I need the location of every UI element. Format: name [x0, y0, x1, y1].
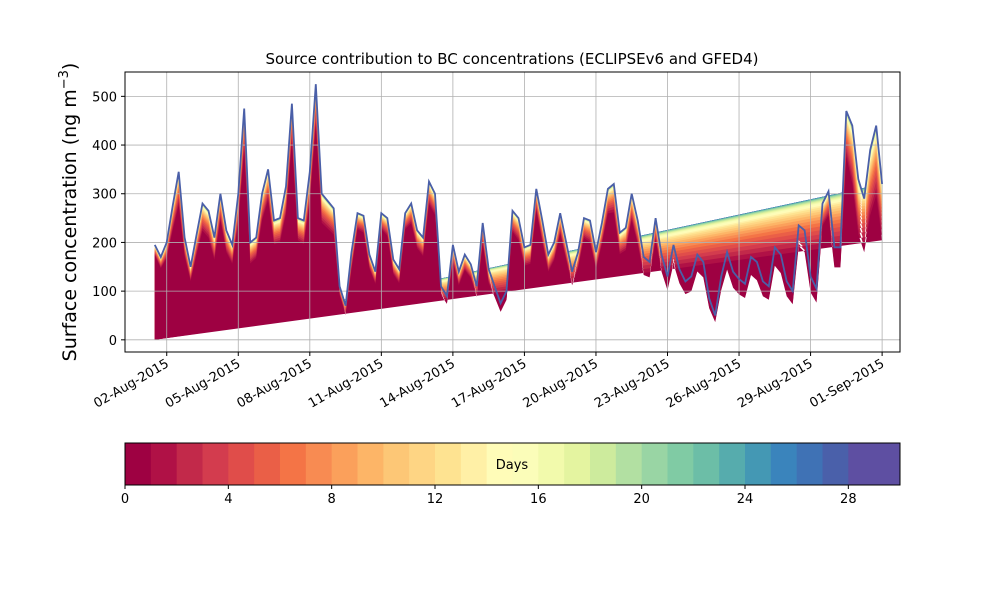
y-tick-label: 300 [92, 188, 117, 203]
colorbar-cell-day-2 [150, 443, 178, 485]
colorbar-cell-day-29 [848, 443, 875, 485]
y-axis-label-superscript: −3 [57, 70, 72, 89]
colorbar-cell-day-4 [202, 443, 229, 485]
colorbar-cell-day-21 [641, 443, 668, 485]
colorbar-cell-day-24 [719, 443, 746, 485]
x-tick-label: 14-Aug-2015 [378, 356, 458, 411]
colorbar-cell-day-13 [435, 443, 462, 485]
colorbar-cell-day-28 [822, 443, 849, 485]
y-axis-label-main: Surface concentration (ng m [59, 89, 81, 361]
colorbar-cell-day-23 [693, 443, 720, 485]
y-tick-label: 500 [92, 90, 117, 105]
colorbar-cell-day-1 [125, 443, 152, 485]
colorbar-frame [124, 442, 901, 486]
stacked-areas [154, 84, 883, 340]
colorbar-cell-day-20 [615, 443, 643, 485]
colorbar: Days 0 4 8 12 16 20 24 28 [121, 442, 901, 507]
colorbar-cell-day-9 [331, 443, 358, 485]
colorbar-cells [125, 443, 901, 485]
x-tick-label: 23-Aug-2015 [592, 356, 672, 411]
colorbar-tick-label: 8 [328, 492, 336, 507]
colorbar-cell-day-12 [409, 443, 436, 485]
colorbar-cell-day-10 [357, 443, 384, 485]
colorbar-cell-day-6 [254, 443, 281, 485]
plot-frame [124, 71, 901, 353]
y-tick-label: 200 [92, 236, 117, 251]
colorbar-tick-label: 12 [427, 492, 444, 507]
x-tick-label: 11-Aug-2015 [306, 356, 386, 411]
x-tick-label: 05-Aug-2015 [163, 356, 243, 411]
colorbar-tick-label: 0 [121, 492, 129, 507]
x-tick-label: 20-Aug-2015 [521, 356, 601, 411]
y-tick-label: 100 [92, 285, 117, 300]
colorbar-cell-day-15 [486, 443, 513, 485]
colorbar-cell-day-8 [305, 443, 333, 485]
colorbar-cell-day-18 [564, 443, 591, 485]
colorbar-cell-day-26 [770, 443, 798, 485]
y-tick-label: 0 [109, 334, 117, 349]
x-tick-label: 08-Aug-2015 [234, 356, 314, 411]
colorbar-cell-day-14 [460, 443, 488, 485]
y-axis-label-close: ) [59, 63, 81, 70]
y-axis-ticks: 0 100 200 300 400 500 [92, 90, 125, 349]
area-series-day-1 [154, 125, 883, 340]
grid-lines [125, 72, 900, 352]
colorbar-label: Days [496, 458, 529, 473]
colorbar-cell-day-7 [280, 443, 307, 485]
colorbar-tick-label: 4 [224, 492, 232, 507]
x-axis-ticks: 02-Aug-201505-Aug-201508-Aug-201511-Aug-… [91, 352, 887, 412]
x-tick-label: 02-Aug-2015 [91, 356, 171, 411]
colorbar-tick-label: 24 [737, 492, 754, 507]
colorbar-cell-day-11 [383, 443, 410, 485]
colorbar-cell-day-19 [590, 443, 617, 485]
colorbar-ticks: 0 4 8 12 16 20 24 28 [121, 485, 857, 507]
y-axis-label: Surface concentration (ng m−3) [57, 63, 81, 362]
x-tick-label: 17-Aug-2015 [449, 356, 529, 411]
total-line [153, 84, 883, 316]
colorbar-cell-day-3 [176, 443, 203, 485]
chart-title: Source contribution to BC concentrations… [265, 50, 758, 68]
colorbar-cell-day-27 [796, 443, 823, 485]
colorbar-cell-day-16 [512, 443, 539, 485]
colorbar-cell-day-30 [874, 443, 901, 485]
x-tick-label: 01-Sep-2015 [807, 356, 887, 411]
colorbar-tick-label: 16 [530, 492, 547, 507]
colorbar-cell-day-17 [538, 443, 565, 485]
x-tick-label: 29-Aug-2015 [735, 356, 815, 411]
colorbar-cell-day-22 [667, 443, 694, 485]
colorbar-tick-label: 20 [633, 492, 650, 507]
x-tick-label: 26-Aug-2015 [664, 356, 744, 411]
colorbar-cell-day-25 [745, 443, 772, 485]
y-tick-label: 400 [92, 139, 117, 154]
colorbar-tick-label: 28 [840, 492, 857, 507]
colorbar-cell-day-5 [228, 443, 255, 485]
